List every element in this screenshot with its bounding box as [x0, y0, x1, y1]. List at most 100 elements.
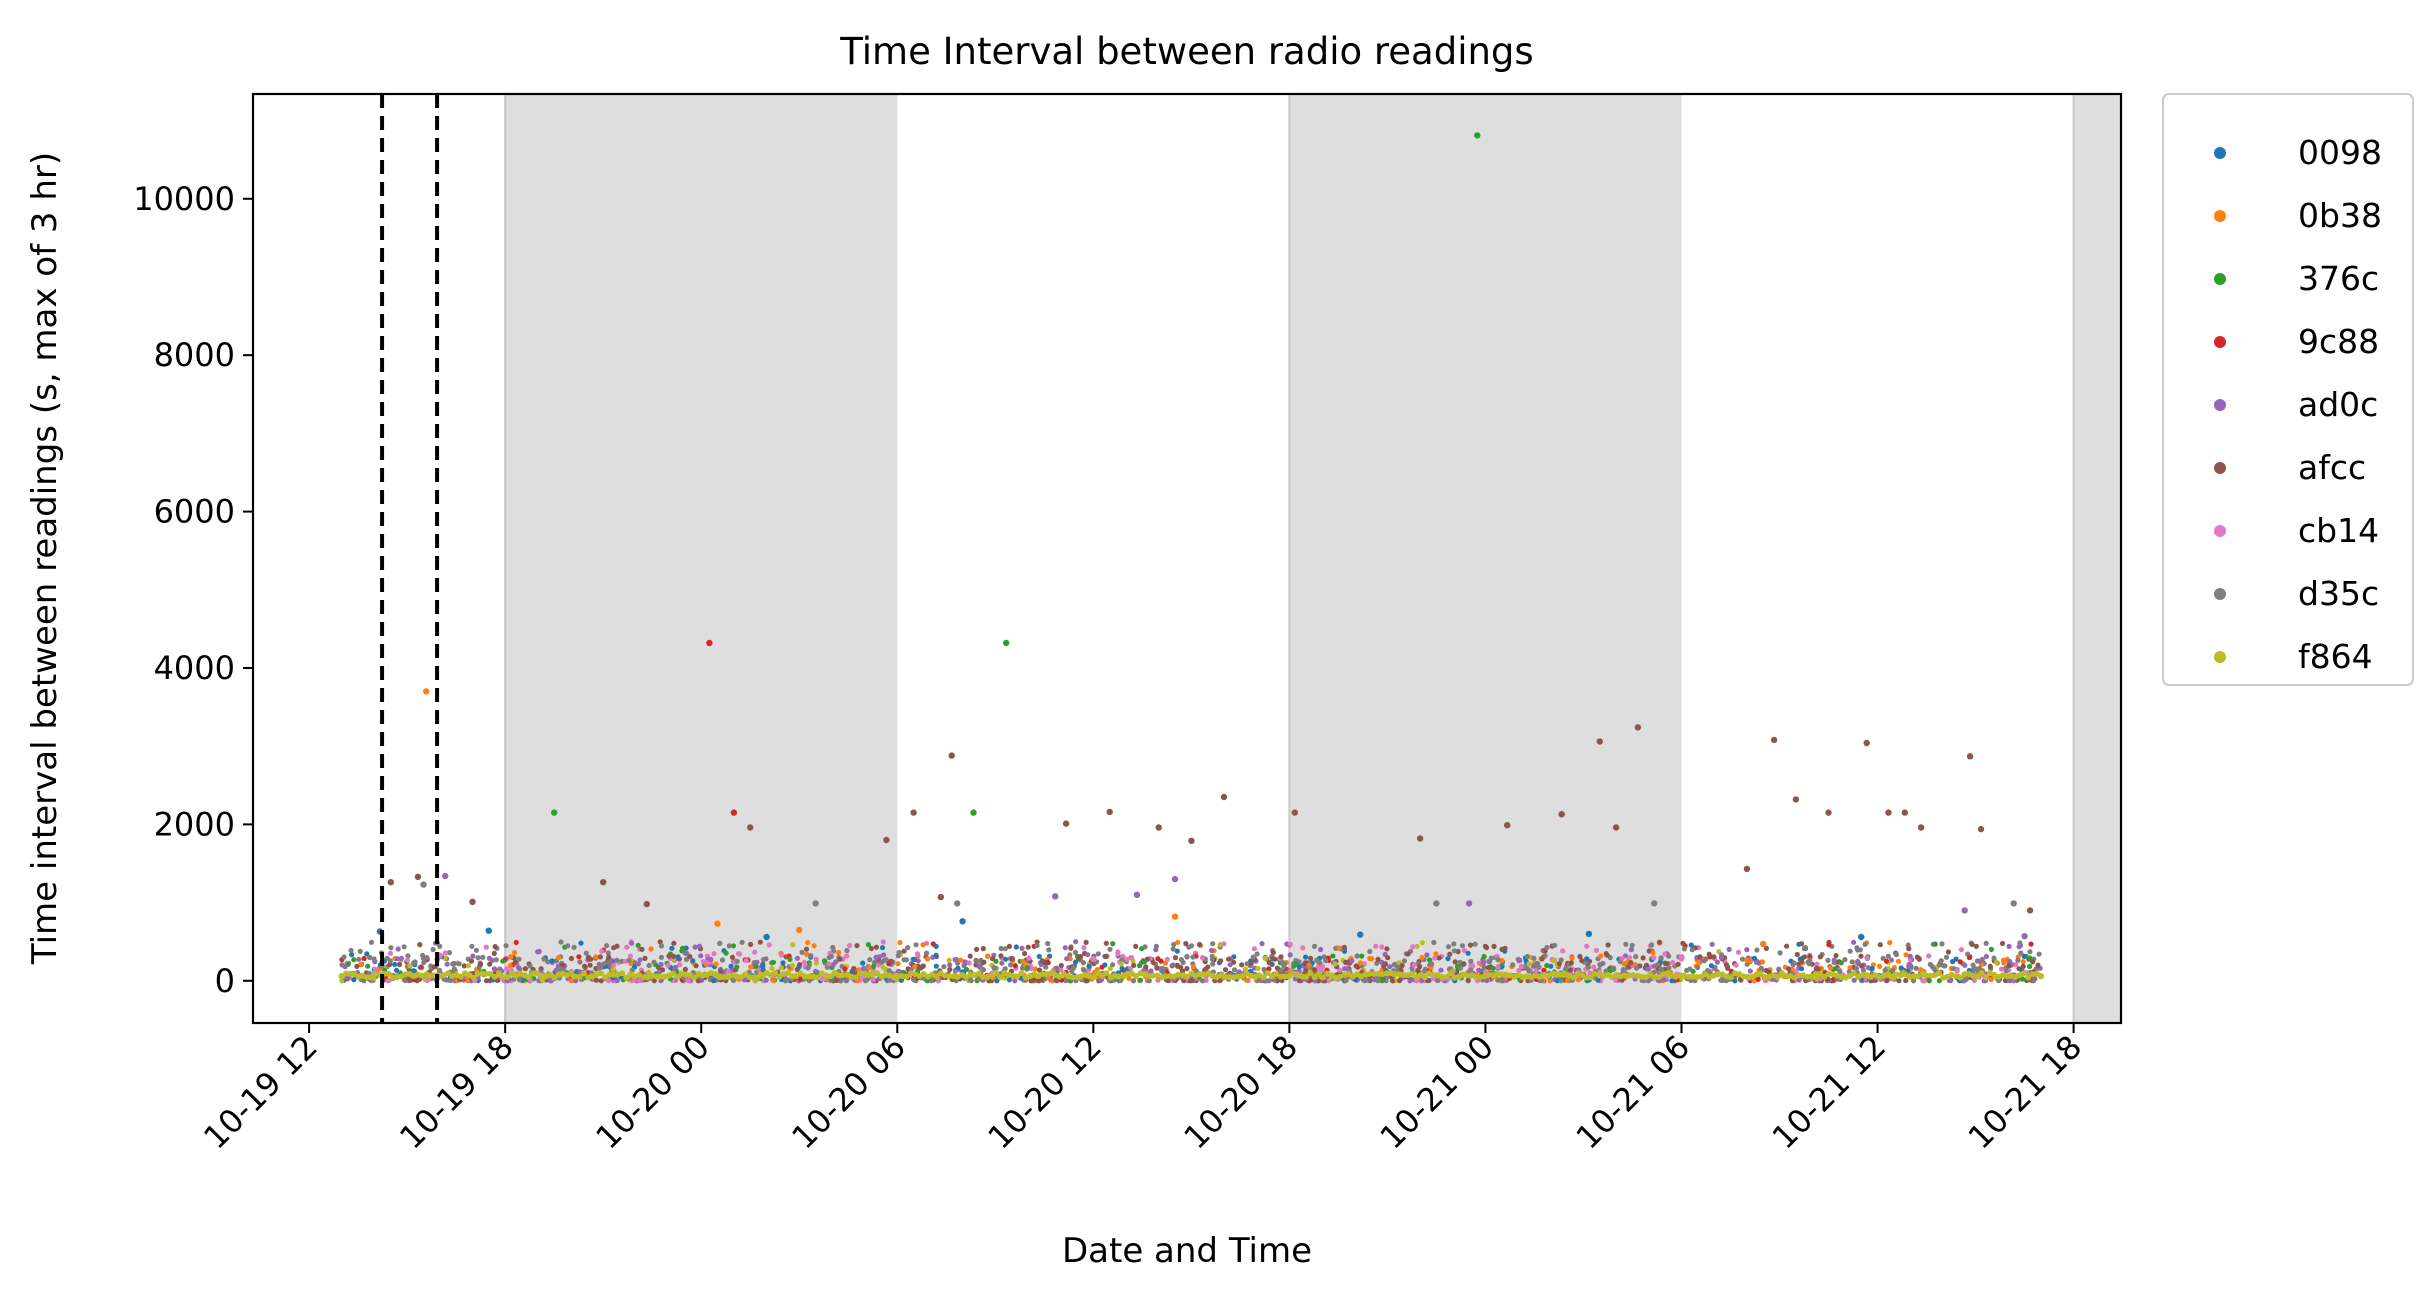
baseline-point	[1877, 963, 1883, 970]
baseline-point	[637, 957, 643, 963]
baseline-point	[733, 973, 740, 980]
baseline-point	[1126, 975, 1132, 982]
baseline-point	[1110, 941, 1116, 947]
baseline-point	[446, 950, 453, 956]
baseline-point	[1221, 941, 1227, 947]
baseline-point	[1014, 973, 1021, 980]
baseline-point	[1083, 939, 1089, 946]
baseline-point	[794, 955, 801, 961]
data-point-d35c	[812, 900, 819, 907]
baseline-point	[1196, 941, 1203, 948]
legend-marker-cb14	[2214, 525, 2226, 537]
baseline-point	[844, 947, 850, 954]
baseline-point	[1354, 953, 1360, 959]
baseline-point	[2006, 978, 2013, 984]
baseline-point	[572, 973, 579, 980]
baseline-point	[1828, 965, 1834, 971]
data-point-376c	[551, 809, 558, 816]
baseline-point	[1072, 949, 1078, 956]
baseline-point	[598, 978, 604, 984]
baseline-point	[580, 970, 587, 977]
baseline-point	[1415, 968, 1421, 974]
data-point-afcc	[1863, 739, 1870, 747]
baseline-point	[1436, 955, 1442, 961]
legend-marker-0b38	[2214, 210, 2226, 222]
baseline-point	[1675, 961, 1681, 967]
baseline-point	[445, 970, 451, 977]
baseline-point	[872, 959, 878, 966]
baseline-point	[587, 962, 593, 968]
baseline-point	[1851, 970, 1857, 977]
baseline-point	[1039, 971, 1046, 978]
baseline-point	[1739, 956, 1746, 962]
baseline-point	[1494, 971, 1501, 977]
baseline-point	[1560, 948, 1566, 954]
baseline-point	[1791, 960, 1797, 966]
baseline-point	[1399, 963, 1405, 969]
baseline-point	[1751, 955, 1757, 962]
baseline-point	[1184, 973, 1191, 980]
baseline-point	[1938, 958, 1944, 964]
baseline-point	[516, 956, 522, 962]
data-point-afcc	[1504, 822, 1511, 829]
baseline-point	[1689, 973, 1696, 980]
baseline-point	[837, 956, 843, 962]
baseline-point	[962, 959, 968, 965]
baseline-point	[1658, 966, 1664, 972]
baseline-point	[1595, 977, 1601, 983]
baseline-point	[1374, 960, 1380, 966]
baseline-point	[955, 965, 961, 971]
baseline-point	[1890, 967, 1896, 973]
baseline-point	[1697, 954, 1703, 960]
baseline-point	[1798, 941, 1805, 947]
baseline-point	[750, 974, 757, 981]
baseline-point	[468, 958, 475, 964]
x-tick-label: 10-20 06	[784, 1028, 913, 1157]
baseline-point	[1926, 953, 1932, 959]
baseline-point	[1983, 940, 1989, 946]
baseline-point	[1759, 959, 1766, 965]
baseline-point	[2036, 951, 2042, 957]
baseline-point	[873, 954, 879, 961]
baseline-point	[1002, 946, 1008, 952]
baseline-point	[1006, 943, 1013, 950]
legend-marker-afcc	[2214, 462, 2226, 474]
y-tick-label: 4000	[154, 649, 235, 687]
data-point-f864	[894, 972, 901, 980]
baseline-point	[963, 966, 970, 973]
baseline-point	[1293, 960, 1299, 967]
baseline-point	[610, 967, 616, 973]
baseline-point	[646, 962, 652, 969]
baseline-point	[1118, 961, 1124, 967]
baseline-point	[881, 952, 887, 958]
baseline-point	[1906, 946, 1912, 952]
baseline-point	[1160, 965, 1166, 971]
data-point-afcc	[910, 809, 917, 816]
baseline-point	[1628, 960, 1634, 966]
baseline-point	[1205, 970, 1212, 977]
baseline-point	[834, 977, 840, 983]
baseline-point	[1154, 965, 1160, 971]
baseline-point	[356, 956, 362, 962]
baseline-point	[2018, 950, 2024, 956]
data-point-d35c	[954, 900, 961, 907]
baseline-point	[1544, 944, 1550, 951]
baseline-point	[924, 950, 930, 956]
baseline-point	[675, 954, 681, 960]
data-point-9c88	[730, 809, 738, 816]
baseline-point	[826, 961, 832, 967]
baseline-point	[1927, 961, 1933, 967]
baseline-point	[635, 942, 641, 949]
baseline-point	[1045, 941, 1051, 947]
baseline-point	[1363, 977, 1369, 984]
baseline-point	[1584, 956, 1590, 962]
baseline-point	[925, 956, 931, 962]
baseline-point	[392, 961, 398, 968]
baseline-point	[1034, 942, 1040, 949]
baseline-point	[1332, 961, 1338, 967]
baseline-point	[901, 948, 907, 954]
y-tick-label: 10000	[133, 180, 235, 218]
baseline-point	[364, 951, 370, 957]
baseline-point	[1530, 963, 1537, 969]
baseline-point	[1190, 954, 1196, 960]
